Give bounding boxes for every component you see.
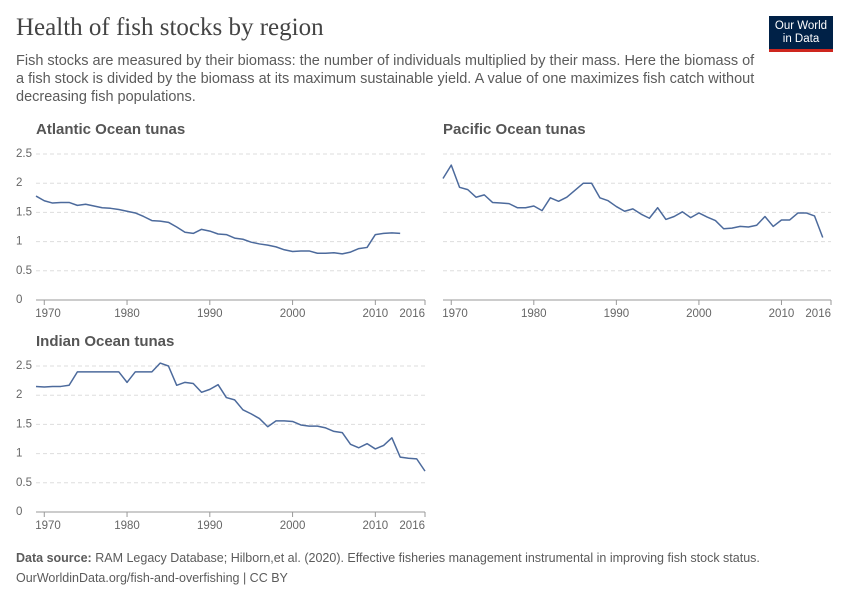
charts: Atlantic Ocean tunas 0 0.5 1 1.5 2 2.5 1970 1980… bbox=[16, 121, 832, 532]
y-tick-label: 1 bbox=[16, 448, 22, 460]
series-line bbox=[35, 362, 426, 472]
x-tick-label: 1980 bbox=[114, 308, 140, 320]
x-tick-label: 1980 bbox=[114, 520, 140, 532]
y-tick-label: 0 bbox=[16, 506, 22, 518]
title: Health of fish stocks by region bbox=[16, 14, 324, 41]
y-tick-label: 1.5 bbox=[16, 418, 32, 430]
x-tick-label: 2000 bbox=[686, 308, 712, 320]
y-tick-label: 2.5 bbox=[16, 360, 32, 372]
x-tick-label: 1990 bbox=[197, 308, 223, 320]
source-line: Data source: RAM Legacy Database; Hilbor… bbox=[16, 548, 760, 568]
subtitle: Fish stocks are measured by their biomas… bbox=[16, 53, 755, 105]
x-tick-label: 1970 bbox=[35, 520, 61, 532]
x-tick-label: 2010 bbox=[363, 520, 389, 532]
logo-line: in Data bbox=[782, 33, 820, 45]
x-tick-label: 1990 bbox=[604, 308, 630, 320]
logo[interactable]: Our World in Data bbox=[769, 16, 833, 52]
y-tick-label: 0.5 bbox=[16, 265, 32, 277]
series-line bbox=[442, 164, 824, 238]
x-tick-label: 1970 bbox=[442, 308, 468, 320]
panel-title: Atlantic Ocean tunas bbox=[36, 121, 185, 138]
url: OurWorldinData.org/fish-and-overfishing … bbox=[16, 571, 288, 585]
y-tick-label: 2.5 bbox=[16, 148, 32, 160]
y-tick-label: 1 bbox=[16, 236, 22, 248]
x-tick-label: 2016 bbox=[399, 308, 425, 320]
y-tick-label: 2 bbox=[16, 389, 22, 401]
x-tick-label: 1990 bbox=[197, 520, 223, 532]
x-tick-label: 2010 bbox=[363, 308, 389, 320]
x-tick-label: 2000 bbox=[280, 308, 306, 320]
x-tick-label: 2016 bbox=[805, 308, 831, 320]
source-label: Data source: bbox=[16, 551, 92, 565]
panel-title: Pacific Ocean tunas bbox=[443, 121, 586, 138]
panel-title: Indian Ocean tunas bbox=[36, 333, 174, 350]
x-tick-label: 2000 bbox=[280, 520, 306, 532]
x-tick-label: 2016 bbox=[399, 520, 425, 532]
x-tick-label: 1980 bbox=[521, 308, 547, 320]
x-tick-label: 1970 bbox=[35, 308, 61, 320]
series-line bbox=[35, 195, 401, 255]
y-tick-label: 0 bbox=[16, 294, 22, 306]
logo-line: Our World bbox=[774, 20, 828, 32]
y-tick-label: 1.5 bbox=[16, 206, 32, 218]
y-tick-label: 0.5 bbox=[16, 477, 32, 489]
y-tick-label: 2 bbox=[16, 177, 22, 189]
x-tick-label: 2010 bbox=[769, 308, 795, 320]
footer: Data source: RAM Legacy Database; Hilbor… bbox=[16, 548, 760, 588]
source: RAM Legacy Database; Hilborn,et al. (202… bbox=[95, 551, 760, 565]
